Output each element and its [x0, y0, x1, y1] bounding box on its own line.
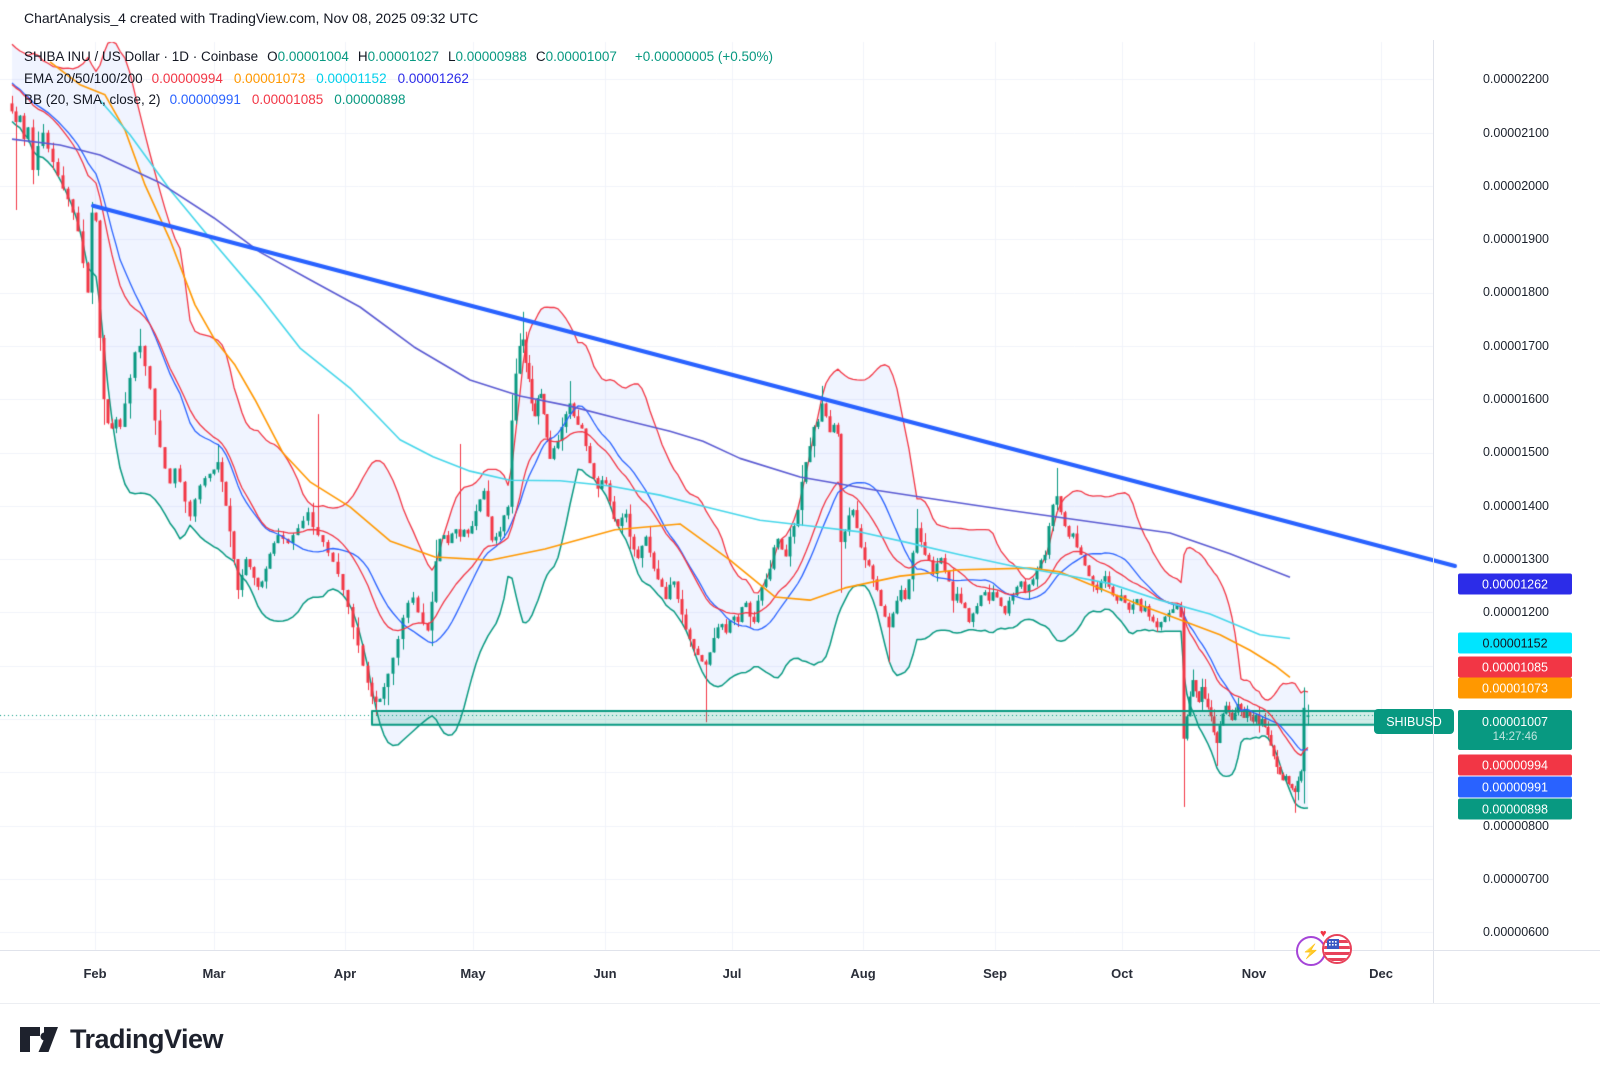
- indicator-price-badge: 0.00001073: [1458, 677, 1572, 699]
- price-axis-label: 0.00001200: [1482, 605, 1550, 619]
- ohlc-pair: L0.00000988: [448, 49, 527, 65]
- price-axis-label: 0.00002200: [1482, 72, 1550, 86]
- bb-value: 0.00000898: [334, 92, 406, 108]
- lightning-icon: ⚡: [1302, 942, 1320, 959]
- ohlc-values: O0.00001004 H0.00001027 L0.00000988 C0.0000…: [267, 46, 626, 67]
- time-axis-label: Aug: [850, 966, 876, 981]
- time-axis-label: Jun: [593, 966, 617, 981]
- indicator-price-badge: 0.00000994: [1458, 754, 1572, 776]
- time-axis-label: Jul: [722, 966, 742, 981]
- heart-icon: ♥: [1320, 928, 1327, 940]
- bb-value: 0.00000991: [169, 92, 241, 108]
- tradingview-logo[interactable]: TradingView: [20, 1024, 224, 1055]
- legend-ema-row: EMA 20/50/100/200 0.00000994 0.00001073 0.…: [24, 68, 773, 90]
- price-axis-label: 0.00001500: [1482, 445, 1550, 459]
- price-axis-label: 0.00001800: [1482, 285, 1550, 299]
- indicator-price-badge: 0.00000898: [1458, 798, 1572, 820]
- bar-countdown: 14:27:46: [1492, 731, 1538, 743]
- tradingview-wordmark: TradingView: [70, 1024, 224, 1054]
- ema-values: 0.00000994 0.00001073 0.00001152 0.00001262: [152, 68, 480, 89]
- legend-bb-row: BB (20, SMA, close, 2) 0.00000991 0.00001…: [24, 89, 773, 111]
- footer-divider: [0, 1003, 1600, 1004]
- price-axis-label: 0.00002100: [1482, 126, 1550, 140]
- last-price-badge: 0.00001007 14:27:46: [1458, 710, 1572, 750]
- time-axis-label: Nov: [1241, 966, 1267, 981]
- price-axis-label: 0.00001700: [1482, 339, 1550, 353]
- price-axis-label: 0.00000700: [1482, 872, 1550, 886]
- page-title: ChartAnalysis_4 created with TradingView…: [24, 10, 479, 26]
- ema-value: 0.00001152: [316, 70, 387, 86]
- ohlc-pair: H0.00001027: [357, 49, 439, 65]
- symbol-price-label: SHIBUSD: [1374, 709, 1454, 734]
- price-axis-label: 0.00000600: [1482, 925, 1550, 939]
- price-axis-label: 0.00001400: [1482, 499, 1550, 513]
- bb-indicator-label[interactable]: BB (20, SMA, close, 2): [24, 92, 161, 108]
- time-axis-label: Dec: [1369, 966, 1393, 981]
- indicator-price-badge: 0.00001085: [1458, 656, 1572, 678]
- bb-values: 0.00000991 0.00001085 0.00000898: [170, 89, 417, 110]
- time-axis-label: Feb: [83, 966, 107, 981]
- legend-symbol-row: SHIBA INU / US Dollar · 1D · Coinbase O0…: [24, 46, 773, 68]
- ema-value: 0.00000994: [151, 70, 223, 86]
- change-value: +0.00000005 (+0.50%): [634, 49, 774, 65]
- time-axis-label: Oct: [1111, 966, 1133, 981]
- time-axis-label: Apr: [333, 966, 357, 981]
- symbol-title[interactable]: SHIBA INU / US Dollar · 1D · Coinbase: [24, 49, 259, 65]
- price-axis-label: 0.00000800: [1482, 819, 1550, 833]
- ema-value: 0.00001073: [233, 70, 306, 86]
- us-flag-icon: [1324, 936, 1350, 962]
- us-economic-event-icon[interactable]: [1322, 934, 1352, 964]
- ohlc-pair: O0.00001004: [267, 49, 349, 65]
- legend: SHIBA INU / US Dollar · 1D · Coinbase O0…: [24, 46, 773, 111]
- ema-value: 0.00001262: [397, 70, 469, 86]
- ema-indicator-label[interactable]: EMA 20/50/100/200: [24, 70, 143, 86]
- indicator-price-badge: 0.00001262: [1458, 573, 1572, 595]
- time-axis-label: Mar: [202, 966, 226, 981]
- time-axis-border: [0, 950, 1600, 951]
- ohlc-pair: C0.00001007: [535, 49, 617, 65]
- last-price-value: 0.00001007: [1481, 715, 1549, 729]
- indicator-price-badge: 0.00000991: [1458, 776, 1572, 798]
- price-axis-label: 0.00001900: [1482, 232, 1550, 246]
- bb-value: 0.00001085: [251, 92, 324, 108]
- price-axis-border: [1433, 40, 1434, 1003]
- time-axis-label: Sep: [983, 966, 1007, 981]
- time-axis-label: May: [460, 966, 486, 981]
- indicator-price-badge: 0.00001152: [1458, 632, 1572, 654]
- tradingview-mark-icon: [20, 1026, 58, 1052]
- crypto-event-icon[interactable]: ⚡: [1296, 936, 1326, 966]
- price-axis-label: 0.00001300: [1482, 552, 1550, 566]
- price-axis-label: 0.00002000: [1482, 179, 1550, 193]
- price-axis-label: 0.00001600: [1482, 392, 1550, 406]
